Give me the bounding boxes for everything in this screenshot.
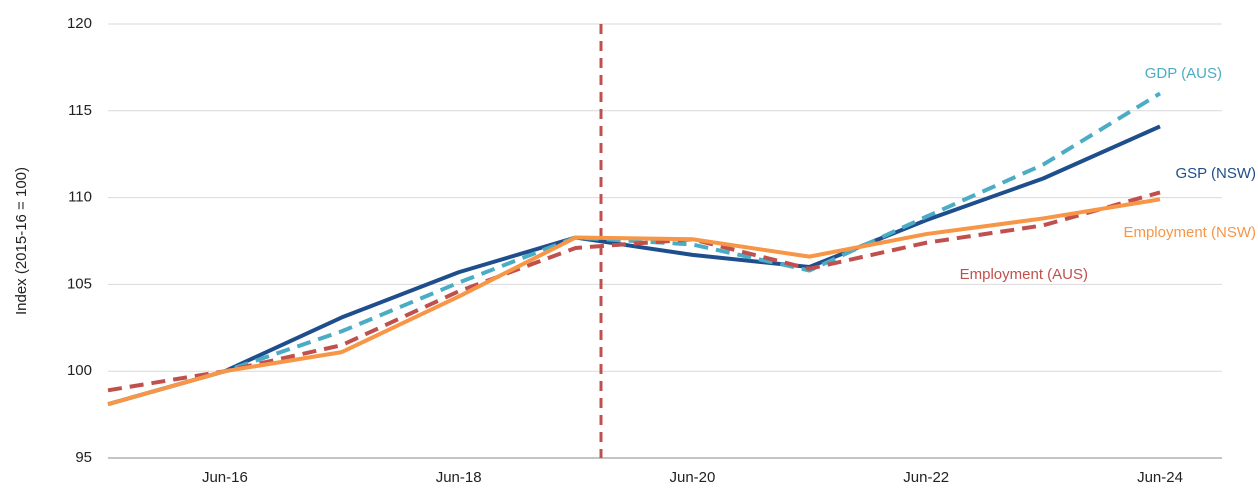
y-tick-label: 115	[68, 102, 92, 119]
y-tick-label: 100	[67, 362, 92, 379]
series-line	[107, 197, 1161, 407]
y-axis-label: Index (2015-16 = 100)	[13, 167, 30, 315]
x-tick-label: Jun-22	[903, 469, 949, 486]
series-label: GSP (NSW)	[1175, 165, 1256, 182]
series-line	[107, 124, 1161, 407]
series-line	[107, 190, 1161, 393]
y-tick-label: 105	[67, 275, 92, 292]
x-tick-label: Jun-16	[202, 469, 248, 486]
series-label: GDP (AUS)	[1145, 65, 1222, 82]
y-tick-label: 110	[68, 189, 92, 206]
x-tick-label: Jun-20	[670, 469, 716, 486]
x-tick-label: Jun-18	[436, 469, 482, 486]
series-label: Employment (AUS)	[960, 266, 1088, 283]
series-line	[107, 91, 1162, 407]
series-label: Employment (NSW)	[1123, 224, 1256, 241]
y-tick-label: 95	[75, 449, 92, 466]
x-tick-label: Jun-24	[1137, 469, 1183, 486]
y-tick-label: 120	[67, 15, 92, 32]
